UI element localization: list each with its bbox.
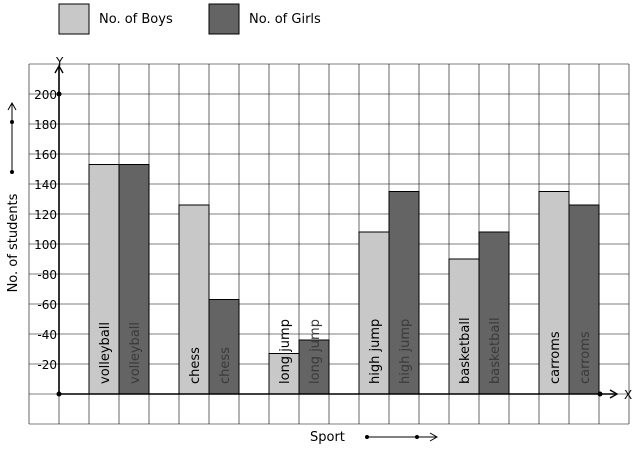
bar-boys-volleyball bbox=[88, 164, 120, 395]
bar-label-girls: basketball bbox=[488, 317, 503, 384]
bar-label-boys: long jump bbox=[278, 319, 293, 384]
bar-label-boys: volleyball bbox=[98, 322, 113, 384]
bar-label-girls: carroms bbox=[578, 331, 593, 384]
bar-girls-volleyball bbox=[118, 164, 150, 395]
chart-axes bbox=[54, 64, 619, 399]
legend: No. of Boys No. of Girls bbox=[58, 3, 321, 35]
y-tick-labels: -20 -40 -60 -80 100 120 140 160 180 200 bbox=[34, 88, 57, 372]
origin-dot bbox=[56, 391, 62, 397]
y-tick-label: -40 bbox=[37, 328, 57, 342]
y-axis-end-dot bbox=[56, 91, 62, 97]
legend-swatch-boys bbox=[58, 3, 90, 35]
y-tick-label: 120 bbox=[34, 208, 57, 222]
y-axis-arrowhead bbox=[54, 64, 64, 74]
y-axis-letter: Y bbox=[55, 55, 64, 69]
x-axis-title: Sport bbox=[310, 430, 345, 445]
bar-boys-basketball bbox=[448, 258, 480, 395]
x-axis-arrowhead bbox=[609, 389, 619, 399]
legend-label-girls: No. of Girls bbox=[249, 12, 321, 27]
bar-label-boys: chess bbox=[188, 347, 203, 384]
legend-label-boys: No. of Boys bbox=[99, 12, 173, 27]
bar-label-boys: basketball bbox=[458, 317, 473, 384]
bar-girls-carroms bbox=[568, 204, 600, 395]
bar-labels: volleyball volleyball chess chess long jump l… bbox=[98, 317, 593, 384]
bar-label-girls: long jump bbox=[308, 319, 323, 384]
bar-boys-long-jump bbox=[268, 353, 300, 395]
y-tick-label: -20 bbox=[37, 358, 57, 372]
chart-bars bbox=[88, 164, 600, 395]
bar-girls-basketball bbox=[478, 231, 510, 395]
bar-label-boys: carroms bbox=[548, 331, 563, 384]
bar-label-girls: high jump bbox=[398, 319, 413, 384]
y-tick-label: -80 bbox=[37, 268, 57, 282]
x-axis-title-arrow bbox=[365, 432, 439, 442]
y-tick-label: 180 bbox=[34, 118, 57, 132]
bar-label-girls: chess bbox=[218, 347, 233, 384]
bar-boys-carroms bbox=[538, 191, 570, 395]
y-axis-title-arrow bbox=[7, 101, 17, 174]
y-tick-label: 100 bbox=[34, 238, 57, 252]
legend-swatch-girls bbox=[208, 3, 240, 35]
x-axis-letter: X bbox=[624, 388, 632, 402]
bar-label-girls: volleyball bbox=[128, 322, 143, 384]
y-tick-label: -60 bbox=[37, 298, 57, 312]
y-tick-label: 140 bbox=[34, 178, 57, 192]
bar-girls-high-jump bbox=[388, 191, 420, 395]
bar-girls-chess bbox=[208, 299, 240, 395]
y-axis-title: No. of students bbox=[6, 193, 21, 292]
bar-label-boys: high jump bbox=[368, 319, 383, 384]
y-tick-label: 160 bbox=[34, 148, 57, 162]
y-tick-label: 200 bbox=[34, 88, 57, 102]
x-axis-end-dot bbox=[597, 391, 603, 397]
